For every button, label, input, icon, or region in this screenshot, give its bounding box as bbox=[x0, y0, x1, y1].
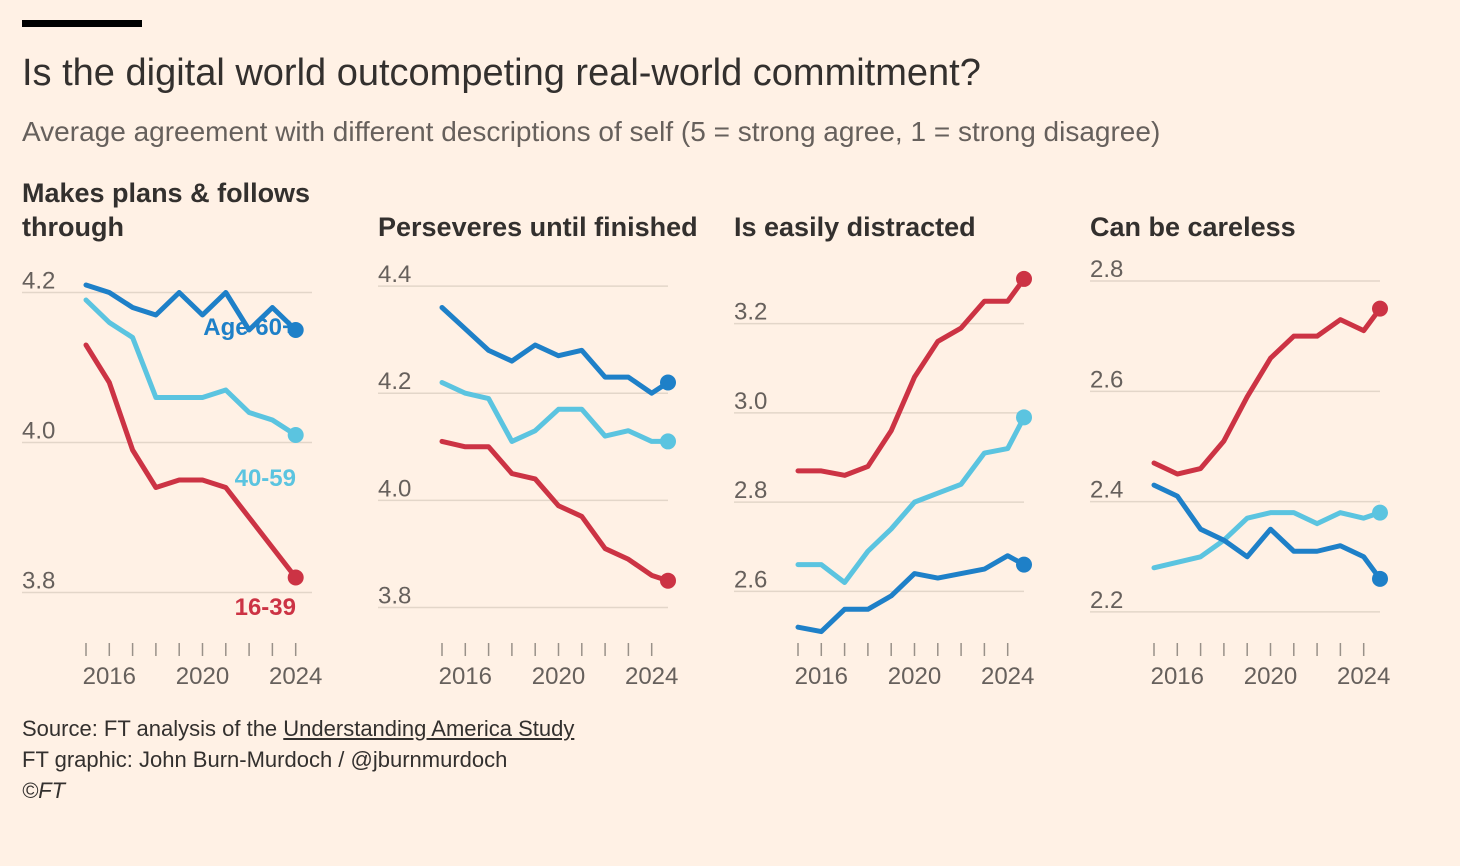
x-tick-label: 2020 bbox=[888, 663, 941, 690]
y-tick-label: 2.8 bbox=[734, 477, 767, 504]
y-tick-label: 2.6 bbox=[1090, 366, 1123, 393]
series-label-60plus: Age 60+ bbox=[203, 314, 296, 341]
y-tick-label: 3.8 bbox=[22, 568, 55, 595]
y-tick-label: 4.0 bbox=[22, 418, 55, 445]
series-line-60+ bbox=[795, 553, 1027, 635]
ft-top-bar bbox=[22, 20, 142, 27]
series-label-16-39: 16-39 bbox=[235, 594, 296, 621]
series-end-point-16-39 bbox=[1372, 300, 1388, 317]
y-tick-label: 4.4 bbox=[378, 261, 411, 288]
series-line-40-59 bbox=[795, 414, 1027, 585]
series-end-point-60+ bbox=[660, 374, 676, 391]
y-tick-label: 4.2 bbox=[378, 368, 411, 395]
y-tick-label: 2.6 bbox=[734, 566, 767, 593]
series-line-16-39 bbox=[439, 438, 671, 584]
x-tick-label: 2024 bbox=[981, 663, 1034, 690]
credit-line: FT graphic: John Burn-Murdoch / @jburnmu… bbox=[22, 747, 508, 772]
x-tick-label: 2016 bbox=[83, 663, 136, 690]
series-end-point-60+ bbox=[1372, 570, 1388, 587]
x-tick-label: 2020 bbox=[176, 663, 229, 690]
x-tick-label: 2024 bbox=[269, 663, 322, 690]
series-end-point-40-59 bbox=[1372, 504, 1388, 521]
series-end-point-16-39 bbox=[1016, 270, 1032, 287]
x-tick-label: 2024 bbox=[625, 663, 678, 690]
x-tick-label: 2016 bbox=[439, 663, 492, 690]
copyright: ©FT bbox=[22, 778, 66, 803]
panel-title-perseveres: Perseveres until finished bbox=[378, 212, 698, 242]
y-tick-label: 3.2 bbox=[734, 299, 767, 326]
x-tick-label: 2020 bbox=[532, 663, 585, 690]
series-line-60+ bbox=[439, 305, 671, 396]
series-label-40-59: 40-59 bbox=[235, 465, 296, 492]
panel-title-careless: Can be careless bbox=[1090, 212, 1296, 242]
y-tick-label: 3.0 bbox=[734, 388, 767, 415]
series-line-40-59 bbox=[439, 380, 671, 444]
panel-title-distracted: Is easily distracted bbox=[734, 212, 976, 242]
x-tick-label: 2016 bbox=[1151, 663, 1204, 690]
chart-title: Is the digital world outcompeting real-w… bbox=[22, 52, 981, 94]
series-end-point-16-39 bbox=[287, 569, 304, 586]
series-end-point-60+ bbox=[287, 322, 304, 338]
series-line-16-39 bbox=[795, 276, 1027, 478]
source-prefix: Source: FT analysis of the bbox=[22, 716, 284, 741]
y-tick-label: 2.8 bbox=[1090, 256, 1123, 283]
chart-subtitle: Average agreement with different descrip… bbox=[22, 116, 1161, 147]
series-line-16-39 bbox=[1151, 306, 1383, 477]
source-line: Source: FT analysis of the Understanding… bbox=[22, 716, 574, 742]
y-tick-label: 3.8 bbox=[378, 583, 411, 610]
series-line-60+ bbox=[1151, 482, 1383, 582]
series-end-point-16-39 bbox=[660, 572, 676, 589]
y-tick-label: 2.2 bbox=[1090, 587, 1123, 614]
y-tick-label: 2.4 bbox=[1090, 477, 1123, 504]
series-line-40-59 bbox=[1151, 510, 1383, 571]
series-line-60+ bbox=[83, 282, 299, 333]
panel-title-plans: Makes plans & follows through bbox=[22, 178, 311, 242]
source-link[interactable]: Understanding America Study bbox=[283, 716, 575, 741]
series-end-point-40-59 bbox=[287, 427, 304, 443]
series-end-point-40-59 bbox=[660, 433, 676, 450]
series-line-16-39 bbox=[83, 342, 299, 580]
series-end-point-40-59 bbox=[1016, 409, 1032, 426]
x-tick-label: 2016 bbox=[795, 663, 848, 690]
y-tick-label: 4.2 bbox=[22, 268, 55, 295]
y-tick-label: 4.0 bbox=[378, 475, 411, 502]
x-tick-label: 2024 bbox=[1337, 663, 1390, 690]
series-end-point-60+ bbox=[1016, 556, 1032, 573]
series-line-40-59 bbox=[83, 297, 299, 438]
x-tick-label: 2020 bbox=[1244, 663, 1297, 690]
